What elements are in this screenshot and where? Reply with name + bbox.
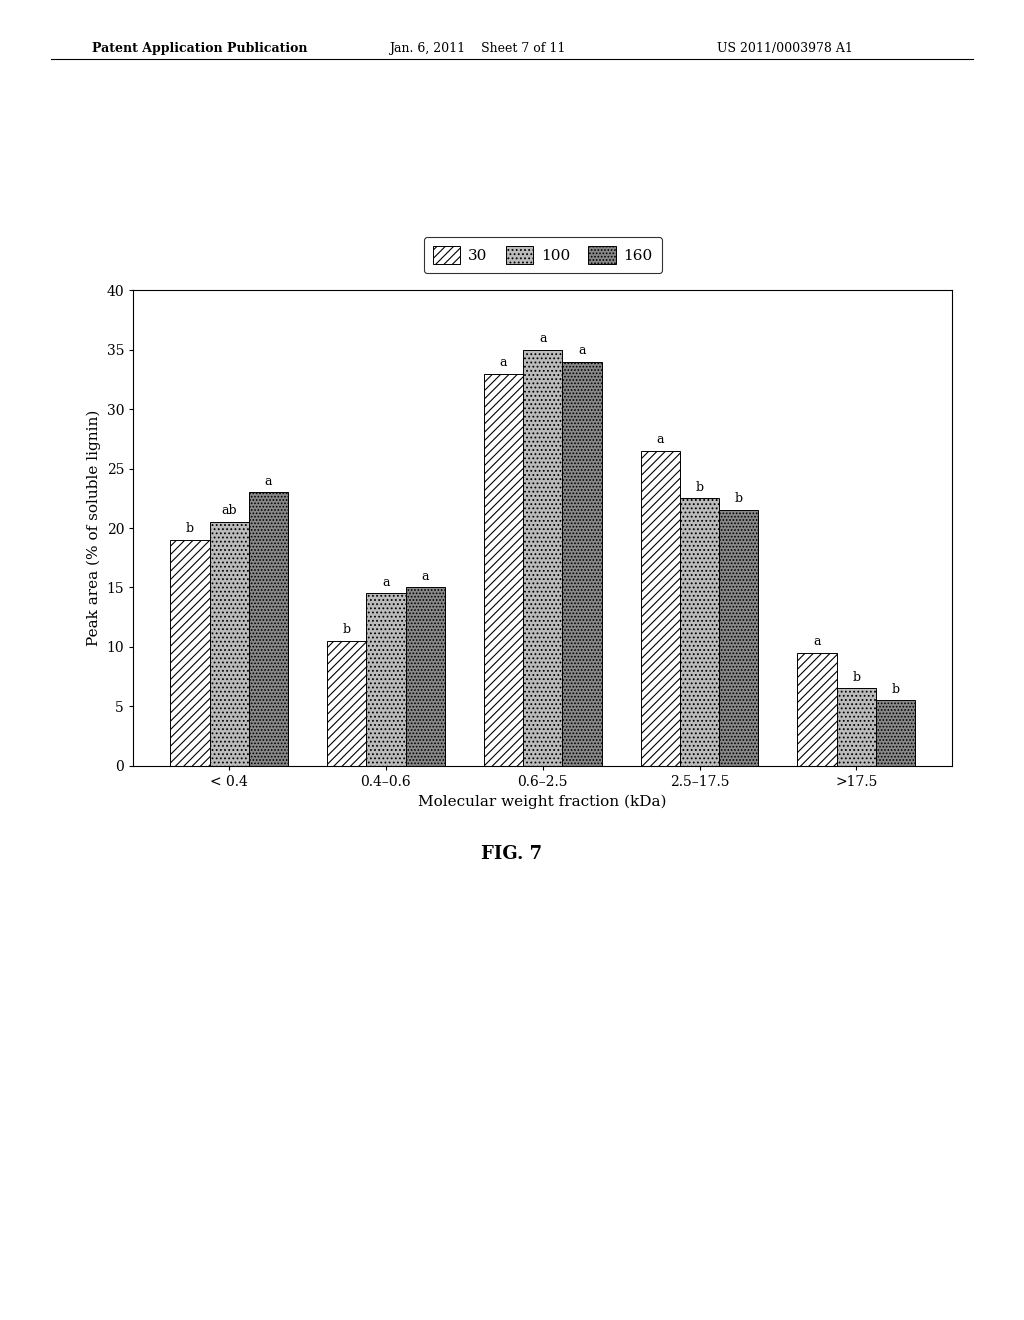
Bar [798, 653, 837, 766]
Text: a: a [656, 433, 664, 446]
Text: a: a [579, 345, 586, 356]
Text: b: b [852, 671, 860, 684]
X-axis label: Molecular weight fraction (kDa): Molecular weight fraction (kDa) [419, 795, 667, 809]
Text: b: b [186, 523, 194, 535]
Text: ab: ab [221, 504, 237, 517]
Y-axis label: Peak area (% of soluble lignin): Peak area (% of soluble lignin) [86, 409, 101, 647]
Bar [210, 521, 249, 766]
Text: b: b [343, 623, 351, 636]
Text: a: a [539, 333, 547, 345]
Text: b: b [695, 480, 703, 494]
Bar [719, 510, 759, 766]
Text: FIG. 7: FIG. 7 [481, 845, 543, 863]
Bar [406, 587, 444, 766]
Text: a: a [422, 570, 429, 582]
Bar [680, 498, 719, 766]
Bar [641, 451, 680, 766]
Text: Jan. 6, 2011    Sheet 7 of 11: Jan. 6, 2011 Sheet 7 of 11 [389, 42, 565, 55]
Bar [367, 593, 406, 766]
Text: Patent Application Publication: Patent Application Publication [92, 42, 307, 55]
Bar [876, 700, 915, 766]
Bar [523, 350, 562, 766]
Bar [484, 374, 523, 766]
Bar [562, 362, 601, 766]
Text: a: a [813, 635, 821, 648]
Bar [837, 689, 876, 766]
Bar [327, 642, 367, 766]
Text: a: a [500, 356, 507, 368]
Text: a: a [382, 576, 390, 589]
Text: a: a [264, 475, 272, 487]
Text: b: b [892, 682, 899, 696]
Bar [249, 492, 288, 766]
Text: US 2011/0003978 A1: US 2011/0003978 A1 [717, 42, 853, 55]
Bar [170, 540, 210, 766]
Text: b: b [734, 492, 742, 506]
Legend: 30, 100, 160: 30, 100, 160 [424, 238, 662, 273]
